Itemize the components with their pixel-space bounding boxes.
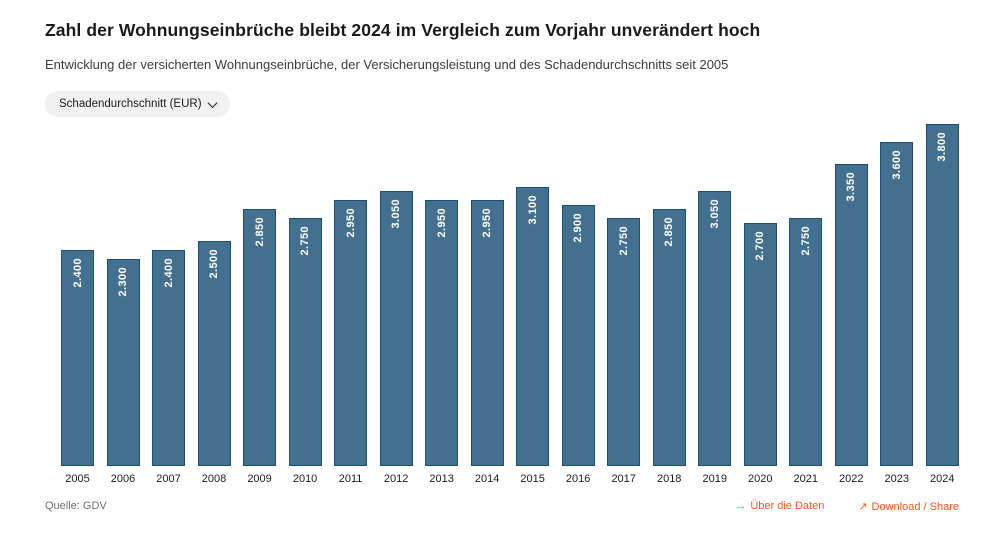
bar-2011[interactable]: 2.950 (334, 200, 368, 467)
bar-2010[interactable]: 2.750 (288, 218, 322, 467)
chart-footer: Quelle: GDV → Über die Daten ↗ Download / … (45, 500, 959, 513)
bar-2022[interactable]: 3.350 (834, 164, 868, 467)
bar-chart: 2.400 2.300 2.400 2.500 2.850 2.750 2.950 3.050… (61, 121, 959, 467)
about-data-link-label: Über die Daten (750, 500, 825, 513)
metric-dropdown[interactable]: Schadendurchschnitt (EUR) (45, 91, 230, 118)
x-axis-label: 2023 (884, 473, 910, 486)
x-axis-label: 2016 (565, 473, 591, 486)
x-axis-label: 2009 (247, 473, 272, 486)
page-title: Zahl der Wohnungseinbrüche bleibt 2024 i… (45, 20, 761, 40)
x-axis-label: 2014 (474, 473, 500, 486)
x-axis-label: 2012 (383, 473, 409, 486)
x-axis-label: 2017 (611, 473, 636, 486)
bar-value-label: 2.300 (117, 267, 130, 297)
bar-value-label: 2.750 (799, 226, 812, 256)
page-subtitle: Entwicklung der versicherten Wohnungsein… (45, 56, 729, 72)
arrow-right-icon: → (735, 500, 747, 513)
bar-value-label: 2.500 (208, 249, 221, 279)
bar-2016[interactable]: 2.900 (561, 205, 595, 467)
bar-2012[interactable]: 3.050 (379, 191, 413, 467)
x-axis: 2005 2006 2007 2008 2009 2010 2011 2012 2013 2014… (61, 473, 959, 485)
bar-2018[interactable]: 2.850 (652, 209, 686, 467)
x-axis-label: 2008 (201, 473, 227, 486)
footer-links: → Über die Daten ↗ Download / Share (735, 500, 959, 513)
bar-value-label: 3.600 (890, 150, 903, 180)
source-label: Quelle: GDV (45, 500, 107, 513)
bar-value-label: 2.950 (481, 208, 494, 238)
x-axis-label: 2018 (656, 473, 682, 486)
download-share-link-label: Download / Share (871, 501, 959, 514)
bar-2007[interactable]: 2.400 (152, 250, 186, 467)
bar-value-label: 2.400 (162, 258, 175, 288)
x-axis-label: 2015 (520, 473, 545, 486)
x-axis-label: 2011 (338, 473, 363, 486)
x-axis-label: 2005 (65, 473, 90, 486)
bar-2019[interactable]: 3.050 (698, 191, 732, 467)
x-axis-label: 2019 (702, 473, 727, 486)
x-axis-label: 2020 (747, 473, 773, 486)
x-axis-label: 2022 (839, 473, 864, 486)
bar-value-label: 2.750 (299, 226, 312, 256)
chart-widget: Zahl der Wohnungseinbrüche bleibt 2024 i… (45, 20, 959, 513)
bar-value-label: 2.900 (572, 213, 585, 243)
bar-value-label: 2.850 (253, 217, 266, 247)
x-axis-label: 2024 (930, 473, 955, 486)
x-axis-label: 2010 (292, 473, 318, 486)
bar-2008[interactable]: 2.500 (197, 241, 231, 467)
bar-2020[interactable]: 2.700 (743, 223, 777, 467)
bar-2013[interactable]: 2.950 (425, 200, 459, 467)
bar-2021[interactable]: 2.750 (789, 218, 823, 467)
bar-2023[interactable]: 3.600 (880, 142, 914, 467)
x-axis-label: 2006 (110, 473, 136, 486)
bar-value-label: 2.850 (663, 217, 676, 247)
bar-2024[interactable]: 3.800 (925, 124, 959, 467)
bar-value-label: 2.750 (617, 226, 630, 256)
x-axis-label: 2007 (156, 473, 181, 486)
bar-2006[interactable]: 2.300 (106, 259, 140, 467)
bar-value-label: 3.050 (708, 199, 721, 229)
x-axis-label: 2021 (793, 473, 818, 486)
bar-value-label: 3.050 (390, 199, 403, 229)
bar-2017[interactable]: 2.750 (607, 218, 641, 467)
bar-value-label: 2.950 (344, 208, 357, 238)
bar-2015[interactable]: 3.100 (516, 187, 550, 467)
chart-area: 2.400 2.300 2.400 2.500 2.850 2.750 2.950 3.050… (61, 121, 959, 485)
arrow-up-right-icon: ↗ (858, 501, 868, 514)
chevron-down-icon (207, 98, 217, 109)
download-share-link[interactable]: ↗ Download / Share (858, 500, 959, 513)
bar-2009[interactable]: 2.850 (243, 209, 277, 467)
x-axis-label: 2013 (429, 473, 454, 486)
metric-dropdown-label: Schadendurchschnitt (EUR) (59, 98, 202, 111)
about-data-link[interactable]: → Über die Daten (735, 500, 824, 513)
bar-value-label: 3.800 (936, 132, 949, 162)
bar-2005[interactable]: 2.400 (61, 250, 94, 467)
bar-2014[interactable]: 2.950 (470, 200, 504, 467)
bar-value-label: 3.100 (526, 195, 539, 225)
bar-value-label: 3.350 (845, 172, 858, 202)
bar-value-label: 2.950 (435, 208, 448, 238)
bar-value-label: 2.700 (754, 231, 767, 261)
bar-value-label: 2.400 (71, 258, 84, 288)
